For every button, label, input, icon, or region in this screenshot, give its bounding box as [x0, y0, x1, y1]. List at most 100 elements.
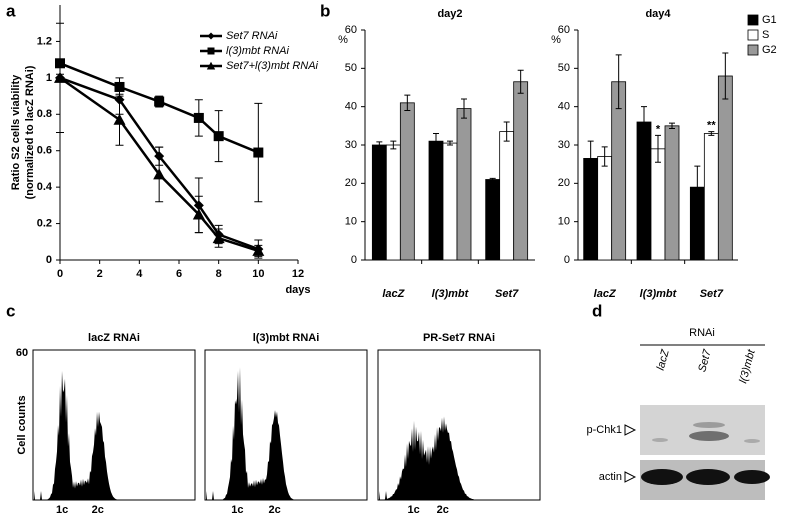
bar [664, 125, 680, 261]
band [652, 438, 668, 442]
marker [207, 32, 215, 40]
y-tick-label: 0 [564, 254, 570, 266]
marker [192, 208, 205, 220]
x-axis-label: days [285, 284, 310, 296]
chart-title: day4 [645, 8, 671, 20]
y-axis-label: % [551, 34, 561, 46]
y-tick-label: 20 [558, 177, 570, 189]
y-tick-label: 0 [46, 254, 52, 266]
histogram-title: lacZ RNAi [88, 332, 140, 344]
lane-label: Set7 [696, 348, 714, 374]
row-label: actin [599, 471, 622, 483]
bar [399, 102, 415, 261]
y-axis-label: % [338, 34, 348, 46]
error-bar [669, 122, 675, 130]
x-tick-label: 12 [292, 268, 304, 280]
bar [442, 142, 458, 261]
panel-label: d [592, 301, 602, 320]
bar [513, 81, 529, 261]
error-bar [655, 134, 661, 163]
legend-swatch [747, 44, 759, 56]
annotation: * [656, 123, 661, 135]
peak-label: 1c [408, 504, 420, 516]
y-tick-label: 0.2 [37, 217, 52, 229]
y-tick-label: 0.4 [37, 181, 53, 193]
lane-label: lacZ [655, 347, 672, 371]
error-bar [447, 140, 453, 146]
y-tick-label: 1 [46, 72, 52, 84]
legend-label: Set7+l(3)mbt RNAi [226, 60, 319, 72]
legend-label: G2 [762, 44, 777, 56]
peak-label: 1c [231, 504, 243, 516]
y-tick-label: 50 [345, 62, 357, 74]
arrowhead [624, 424, 637, 436]
y-tick-label: 10 [558, 216, 570, 228]
line [59, 76, 259, 251]
band [689, 431, 729, 441]
marker [153, 168, 166, 180]
marker [54, 71, 66, 83]
error-bar [517, 69, 524, 94]
bar [717, 75, 733, 261]
x-tick-label: Set7 [495, 288, 519, 300]
y-tick-label: 20 [345, 177, 357, 189]
x-tick-label: 2 [97, 268, 103, 280]
error-bar [404, 94, 411, 111]
x-tick-label: 0 [57, 268, 63, 280]
bar [636, 121, 652, 261]
x-tick-label: lacZ [594, 288, 617, 300]
x-tick-label: Set7 [700, 288, 724, 300]
blot-header: RNAi [689, 327, 715, 339]
marker [253, 147, 264, 158]
y-axis-label: (normalized to lacZ RNAi) [24, 65, 36, 199]
x-tick-label: 4 [136, 268, 143, 280]
histogram [379, 416, 539, 500]
lane-label: l(3)mbt [737, 348, 758, 385]
error-bar [433, 133, 439, 150]
y-tick-label: 0.6 [37, 145, 52, 157]
error-bar [601, 146, 608, 167]
band [734, 470, 770, 484]
band [693, 422, 725, 428]
line [59, 62, 259, 154]
row-label: p-Chk1 [587, 424, 622, 436]
bar [371, 144, 387, 261]
bar [597, 156, 613, 261]
histogram-frame [204, 349, 368, 501]
error-bar [489, 177, 496, 182]
line [59, 76, 259, 253]
marker [114, 81, 125, 92]
error-bar [390, 140, 397, 150]
flow-ylabel: Cell counts [16, 395, 28, 454]
x-tick-label: 10 [252, 268, 264, 280]
legend-swatch [747, 14, 759, 26]
arrowhead [624, 471, 637, 483]
peak-label: 2c [269, 504, 281, 516]
y-tick-label: 60 [558, 24, 570, 36]
y-tick-label: 40 [345, 101, 357, 113]
y-tick-label: 1.2 [37, 35, 52, 47]
y-tick-label: 60 [345, 24, 357, 36]
bar [456, 108, 472, 261]
legend-swatch [747, 29, 759, 41]
error-bar [587, 140, 594, 177]
bar [499, 131, 515, 261]
legend-label: Set7 RNAi [226, 30, 278, 42]
x-tick-label: l(3)mbt [432, 288, 470, 300]
bar [650, 148, 666, 261]
error-bar [503, 121, 510, 142]
marker [113, 113, 126, 125]
histogram [34, 370, 194, 500]
band [744, 439, 760, 443]
x-tick-label: l(3)mbt [640, 288, 678, 300]
bar [703, 133, 719, 261]
panel-label: c [6, 301, 15, 320]
marker [207, 47, 215, 55]
y-tick-label: 30 [345, 139, 357, 151]
band [641, 469, 683, 485]
error-bar [615, 54, 622, 110]
histogram-title: PR-Set7 RNAi [423, 332, 495, 344]
chart-title: day2 [437, 8, 462, 20]
